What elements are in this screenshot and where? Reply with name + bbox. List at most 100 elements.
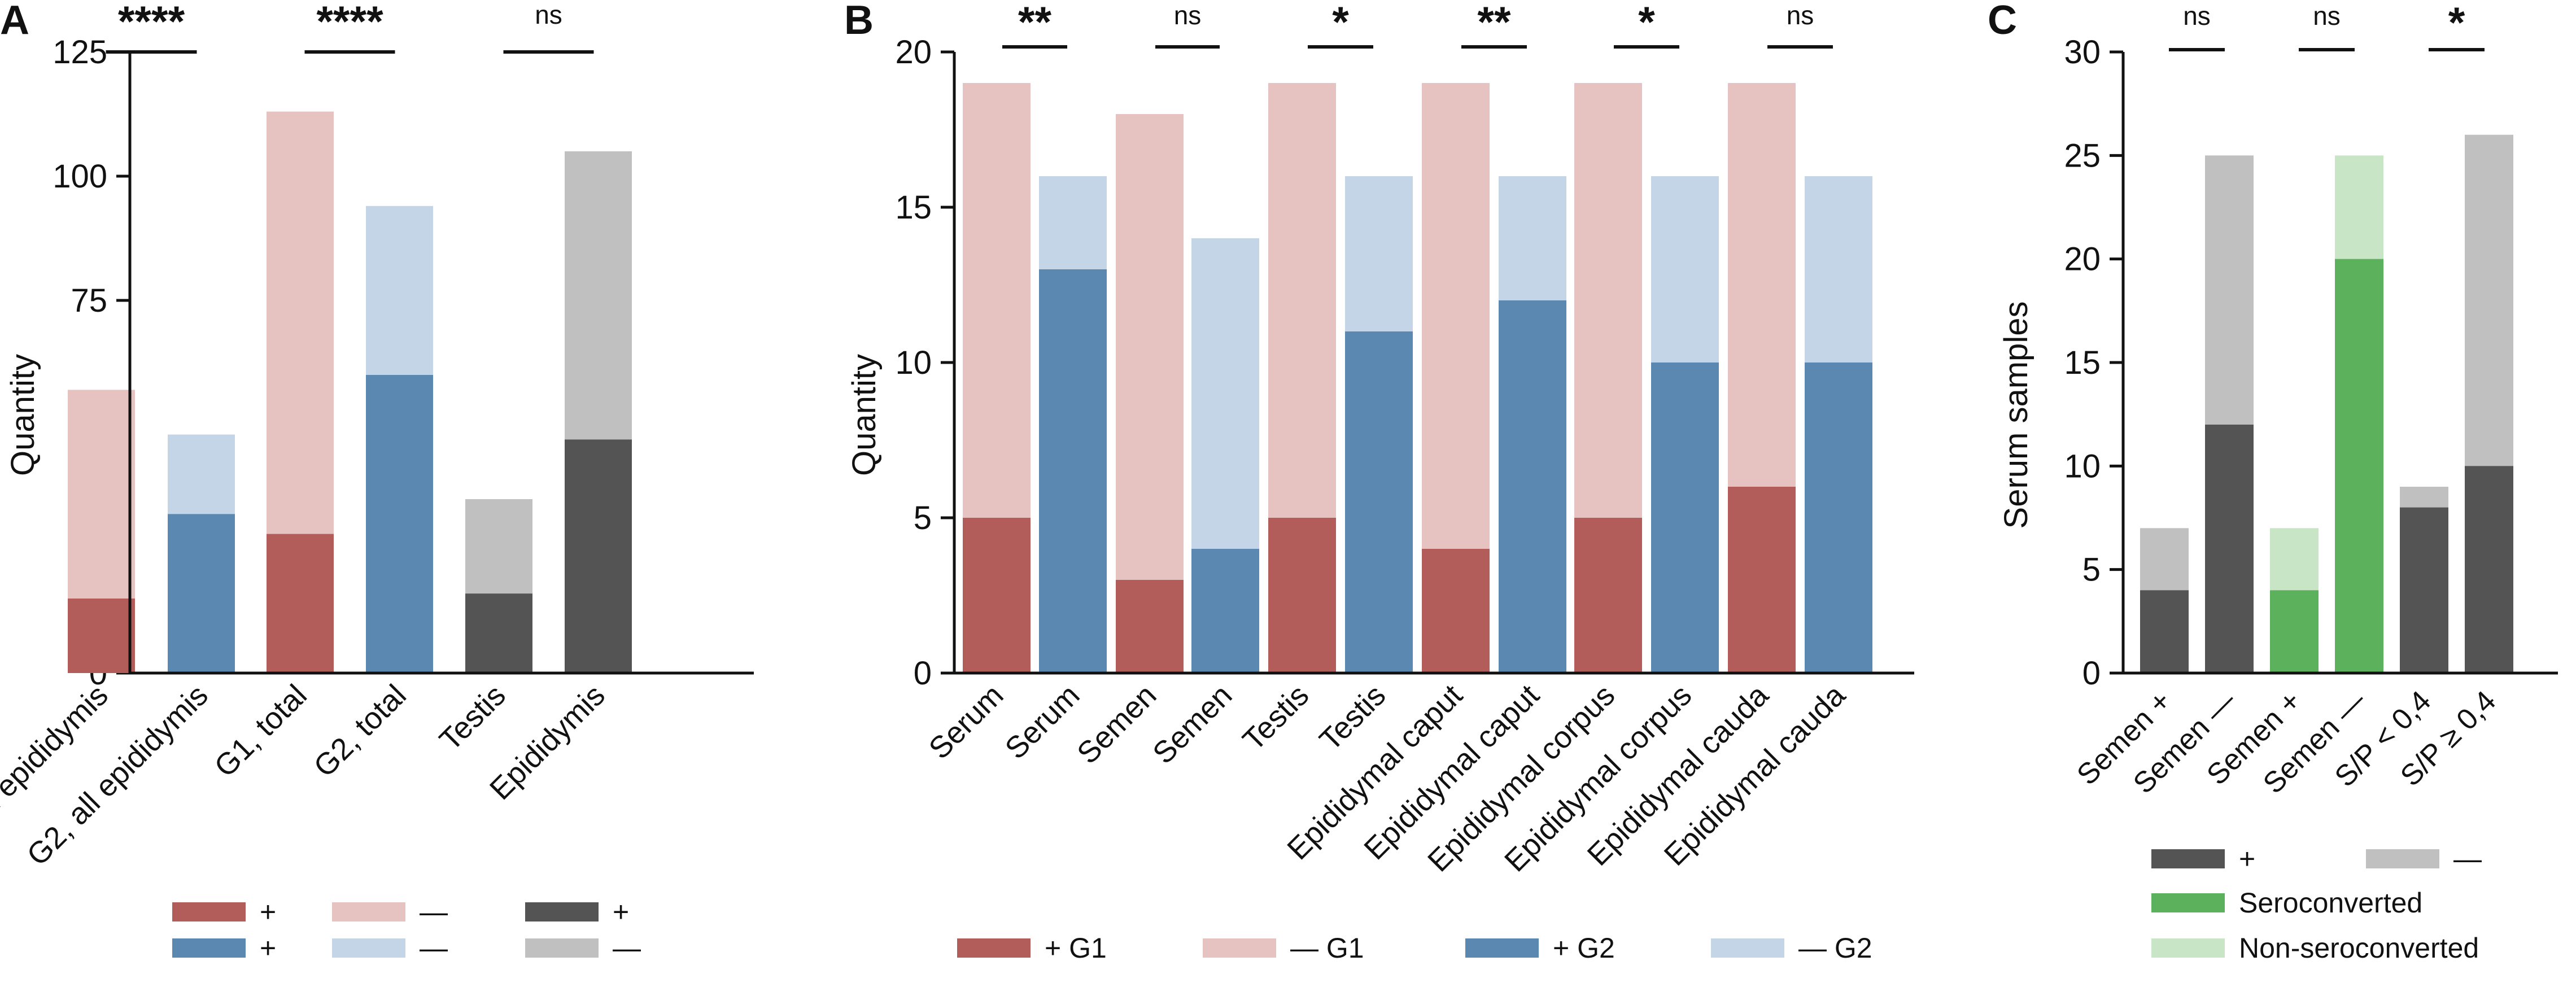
bar-positive [1651,363,1719,673]
legend-swatch [525,902,599,922]
legend-label: + G2 [1553,932,1615,964]
x-tick-label: Semen [1071,678,1163,770]
y-tick-label: 15 [895,189,932,226]
y-tick-label: 30 [2064,34,2101,71]
bar-positive [565,439,632,673]
legend-swatch [172,902,246,922]
y-axis-label: Quantity [5,354,41,476]
legend-swatch [2151,938,2225,958]
bar-positive [2140,590,2189,673]
bar-positive [1574,518,1642,673]
legend-label: — G2 [1798,932,1872,964]
legend-label: — [2453,843,2482,875]
legend-label: — [613,932,641,964]
bar-positive [1268,518,1336,673]
x-tick-label: G2, all epididymis [20,678,215,872]
legend-label: + [2239,843,2255,875]
x-tick-label: Serum [999,678,1086,766]
y-tick-label: 25 [2064,137,2101,174]
legend-label: Non-seroconverted [2239,932,2479,964]
legend-swatch [2366,849,2439,868]
legend-label: + G1 [1045,932,1107,964]
legend-label: + [260,932,276,964]
x-tick-label: G2, total [307,678,413,784]
y-axis-label: Serum samples [1998,302,2034,529]
y-tick-label: 10 [895,344,932,381]
bar-positive [1422,549,1490,673]
bar-positive [267,534,334,673]
y-tick-label: 0 [2082,655,2101,692]
y-tick-label: 100 [53,158,107,195]
significance-label: * [2448,0,2465,47]
legend-swatch [1711,938,1784,958]
bar-positive [1116,580,1184,673]
panel-letter: A [0,0,29,43]
x-tick-label: Testis [433,678,512,757]
panel-a: A Quantity 0255075100125G1, all epididym… [0,0,754,964]
significance-label: ns [2183,1,2211,30]
significance-label: **** [316,0,383,46]
significance-label: * [1332,0,1349,46]
legend-label: + [260,896,276,928]
legend-swatch [332,902,405,922]
y-tick-label: 5 [2082,552,2101,588]
panel-b: B Quantity 05101520SerumSerumSemenSemenT… [844,0,1914,964]
bar-positive [1805,363,1872,673]
y-tick-label: 0 [914,655,932,692]
legend-label: — G1 [1290,932,1364,964]
y-tick-label: 5 [914,500,932,536]
bar-positive [2270,590,2319,673]
legend-swatch [525,938,599,958]
significance-label: ** [1477,0,1511,46]
y-tick-label: 20 [2064,241,2101,278]
legend-label: — [420,896,448,928]
x-tick-label: G1, total [208,678,313,784]
legend-swatch [2151,893,2225,912]
bar-positive [2335,259,2383,674]
bar-positive [1345,331,1413,673]
legend-swatch [1465,938,1539,958]
bar-positive [2465,466,2513,673]
legend-label: + [613,896,629,928]
significance-label: **** [118,0,185,46]
legend-label: Seroconverted [2239,887,2422,919]
y-tick-label: 10 [2064,448,2101,484]
y-tick-label: 20 [895,34,932,71]
y-tick-label: 125 [53,34,107,71]
legend-label: — [420,932,448,964]
x-tick-label: Serum [923,678,1010,766]
chart-marks: 05101520SerumSerumSemenSemenTestisTestis… [895,0,1872,964]
legend-swatch [1203,938,1276,958]
significance-label: ns [2313,1,2341,30]
legend-swatch [172,938,246,958]
legend-swatch [957,938,1031,958]
y-tick-label: 15 [2064,344,2101,381]
bar-positive [2400,507,2448,673]
bar-positive [963,518,1031,673]
legend-swatch [2151,849,2225,868]
bar-positive [68,599,135,673]
y-tick-label: 75 [71,282,107,319]
significance-label: ns [535,0,562,29]
x-tick-label: Testis [1236,678,1315,757]
panel-letter: C [1988,0,2017,43]
bar-positive [465,593,532,673]
legend-swatch [332,938,405,958]
bar-positive [2205,425,2254,673]
x-tick-label: Semen [1146,678,1238,770]
significance-label: ** [1018,0,1052,46]
significance-label: ns [1174,1,1202,30]
significance-label: * [1638,0,1655,46]
bar-positive [1191,549,1259,673]
panel-letter: B [844,0,874,43]
bar-positive [1728,487,1796,673]
y-axis-label: Quantity [846,354,883,476]
significance-label: ns [1787,1,1814,30]
bar-positive [1039,269,1107,673]
bar-positive [366,375,433,673]
bar-positive [1499,300,1566,673]
